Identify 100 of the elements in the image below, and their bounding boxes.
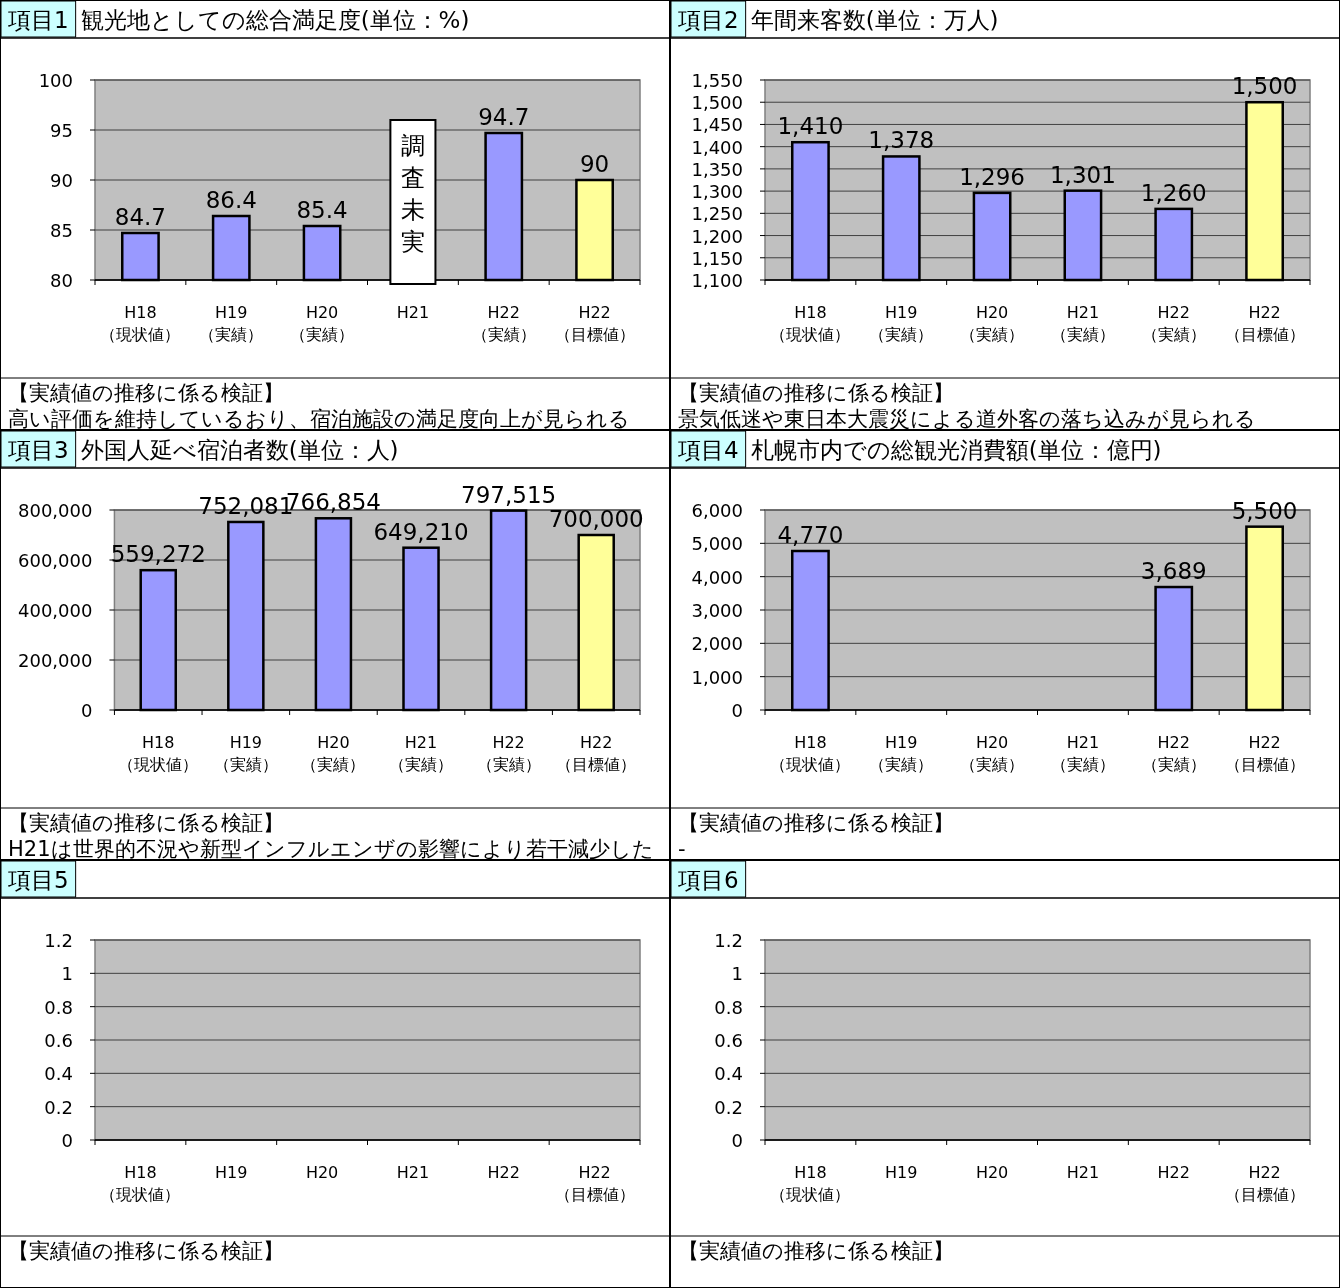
- y-tick-label: 1,550: [691, 70, 743, 91]
- y-tick-label: 0: [61, 1130, 73, 1151]
- y-tick-label: 2,000: [691, 633, 743, 655]
- text: 【実績値の推移に係る検証】: [8, 381, 284, 405]
- x-tick-label: H19 （実績）: [869, 733, 934, 774]
- x-tick-label: H22: [1157, 1163, 1190, 1182]
- data-label: 1,500: [1231, 73, 1298, 100]
- text: -: [678, 837, 686, 861]
- x-tick-label: H20 （実績）: [301, 733, 366, 774]
- x-tick-label: H19 （実績）: [213, 733, 278, 774]
- text: 【実績値の推移に係る検証】: [678, 1239, 954, 1263]
- x-tick-label: H22 （実績）: [1141, 733, 1206, 774]
- y-tick-label: 1: [731, 963, 743, 985]
- y-tick-label: 600,000: [18, 550, 93, 571]
- y-tick-label: 1,350: [691, 158, 743, 180]
- y-tick-label: 90: [50, 170, 73, 191]
- chart-title: 項目2: [677, 7, 739, 33]
- text: 【実績値の推移に係る検証】: [678, 381, 954, 405]
- x-tick-label: H21 （実績）: [389, 733, 454, 774]
- y-tick-label: 1,150: [691, 247, 743, 269]
- x-tick-label: H22 （目標値）: [554, 1163, 635, 1204]
- y-tick-label: 0.8: [714, 996, 743, 1018]
- x-tick-label: H21 （実績）: [1050, 733, 1115, 774]
- data-label: 90: [579, 151, 610, 177]
- data-label: 86.4: [205, 187, 257, 213]
- x-tick-label: H22 （目標値）: [556, 733, 637, 774]
- x-tick-label: H21: [1066, 1163, 1100, 1182]
- x-tick-label: H20: [305, 1163, 339, 1182]
- x-tick-label: H19 （実績）: [199, 303, 264, 344]
- data-label: 1,260: [1140, 179, 1207, 206]
- x-tick-label: H18 （現状値）: [118, 733, 199, 774]
- y-tick-label: 0.2: [714, 1096, 743, 1118]
- y-tick-label: 95: [50, 120, 73, 141]
- y-tick-label: 0.6: [44, 1030, 73, 1051]
- data-label: 700,000: [548, 506, 644, 532]
- x-tick-label: H20 （実績）: [960, 303, 1025, 344]
- x-tick-label: H22 （目標値）: [554, 303, 635, 344]
- x-tick-label: H22 （目標値）: [1224, 303, 1305, 344]
- text: 【実績値の推移に係る検証】: [8, 1239, 284, 1263]
- y-tick-label: 1,000: [691, 666, 743, 688]
- x-tick-label: H22 （目標値）: [1224, 733, 1305, 774]
- x-tick-label: H18 （現状値）: [770, 1163, 851, 1204]
- chart-subtitle: 年間来客数(単位：万人): [750, 7, 999, 33]
- x-tick-label: H18 （現状値）: [770, 303, 851, 344]
- y-tick-label: 0: [80, 700, 93, 721]
- chart-title: 項目6: [677, 867, 739, 893]
- y-tick-label: 1,250: [691, 203, 743, 225]
- chart-title: 項目3: [7, 437, 69, 463]
- x-tick-label: H19: [215, 1163, 248, 1182]
- y-tick-label: 800,000: [18, 500, 93, 521]
- y-tick-label: 1,100: [691, 270, 743, 291]
- x-tick-label: H22 （目標値）: [1224, 1163, 1305, 1204]
- y-tick-label: 100: [38, 70, 73, 91]
- y-tick-label: 0: [731, 1130, 743, 1151]
- x-tick-label: H18 （現状値）: [100, 303, 181, 344]
- x-tick-label: H18 （現状値）: [770, 733, 851, 774]
- data-label: 84.7: [114, 204, 167, 230]
- x-tick-label: H19 （実績）: [869, 303, 934, 344]
- x-tick-label: H21: [396, 303, 430, 322]
- data-label: 94.7: [478, 104, 530, 130]
- x-tick-label: H20 （実績）: [290, 303, 355, 344]
- y-tick-label: 80: [50, 270, 73, 291]
- y-tick-label: 4,000: [691, 566, 743, 588]
- y-tick-label: 400,000: [18, 600, 93, 621]
- data-label: 4,770: [777, 522, 844, 548]
- y-tick-label: 85: [50, 220, 73, 241]
- chart-subtitle: 外国人延べ宿泊者数(単位：人): [80, 437, 399, 463]
- y-tick-label: 1,450: [691, 114, 743, 136]
- chart-title: 項目5: [7, 867, 69, 893]
- y-tick-label: 0.2: [44, 1096, 73, 1118]
- y-tick-label: 0.4: [44, 1063, 73, 1085]
- y-tick-label: 1,200: [691, 225, 743, 247]
- text: 調査未実: [400, 132, 425, 256]
- y-tick-label: 1,400: [691, 136, 743, 158]
- y-tick-label: 6,000: [691, 500, 743, 521]
- x-tick-label: H19: [885, 1163, 918, 1182]
- x-tick-label: H22 （実績）: [471, 303, 536, 344]
- text: 景気低迷や東日本大震災による道外客の落ち込みが見られる: [678, 407, 1256, 431]
- data-label: 1,301: [1049, 161, 1116, 188]
- text: 高い評価を維持しているおり、宿泊施設の満足度向上が見られる: [8, 407, 630, 431]
- data-label: 1,296: [959, 163, 1026, 190]
- y-tick-label: 0.6: [714, 1030, 743, 1051]
- y-tick-label: 1: [61, 963, 73, 985]
- data-label: 649,210: [373, 518, 469, 545]
- text: 【実績値の推移に係る検証】: [8, 811, 284, 835]
- data-label: 797,515: [461, 481, 557, 508]
- y-tick-label: 200,000: [18, 650, 93, 671]
- x-tick-label: H21 （実績）: [1050, 303, 1115, 344]
- y-tick-label: 0.8: [44, 996, 73, 1018]
- chart-subtitle: 札幌市内での総観光消費額(単位：億円): [750, 437, 1162, 463]
- y-tick-label: 3,000: [691, 600, 743, 621]
- y-tick-label: 0: [731, 700, 743, 721]
- data-label: 5,500: [1231, 497, 1298, 524]
- y-tick-label: 1.2: [44, 930, 73, 951]
- x-tick-label: H22 （実績）: [476, 733, 541, 774]
- y-tick-label: 1,300: [691, 181, 743, 203]
- x-tick-label: H22: [487, 1163, 520, 1182]
- x-tick-label: H18 （現状値）: [100, 1163, 181, 1204]
- y-tick-label: 1,500: [691, 92, 743, 114]
- x-tick-label: H22 （実績）: [1141, 303, 1206, 344]
